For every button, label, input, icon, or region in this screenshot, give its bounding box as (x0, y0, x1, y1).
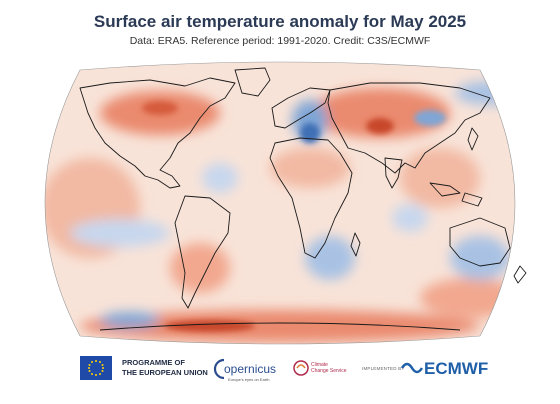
eu-flag-icon (80, 356, 112, 380)
map-outline (44, 61, 516, 345)
copernicus-name: opernicus (224, 362, 276, 376)
programme-line2: THE EUROPEAN UNION (122, 368, 208, 377)
implemented-by-label: IMPLEMENTED BY (362, 366, 405, 371)
map-subtitle: Data: ERA5. Reference period: 1991-2020.… (129, 35, 431, 47)
map-title: Surface air temperature anomaly for May … (93, 12, 467, 31)
climate-change-service-logo: Climate Change Service (293, 360, 347, 376)
anomaly-map (10, 58, 550, 348)
logo-footer: PROGRAMME OF THE EUROPEAN UNION opernicu… (0, 350, 560, 390)
copernicus-tagline: Europe's eyes on Earth (228, 377, 269, 382)
c3s-line2: Change Service (311, 368, 347, 374)
programme-label: PROGRAMME OF THE EUROPEAN UNION (122, 358, 208, 378)
programme-line1: PROGRAMME OF (122, 358, 185, 367)
c3s-line1: Climate (311, 362, 328, 368)
ecmwf-name: ECMWF (424, 359, 488, 378)
ecmwf-logo: ECMWF (400, 359, 488, 378)
anomaly-map-svg (44, 61, 527, 345)
coastlines (79, 67, 527, 331)
copernicus-logo: opernicus Europe's eyes on Earth (213, 358, 276, 382)
